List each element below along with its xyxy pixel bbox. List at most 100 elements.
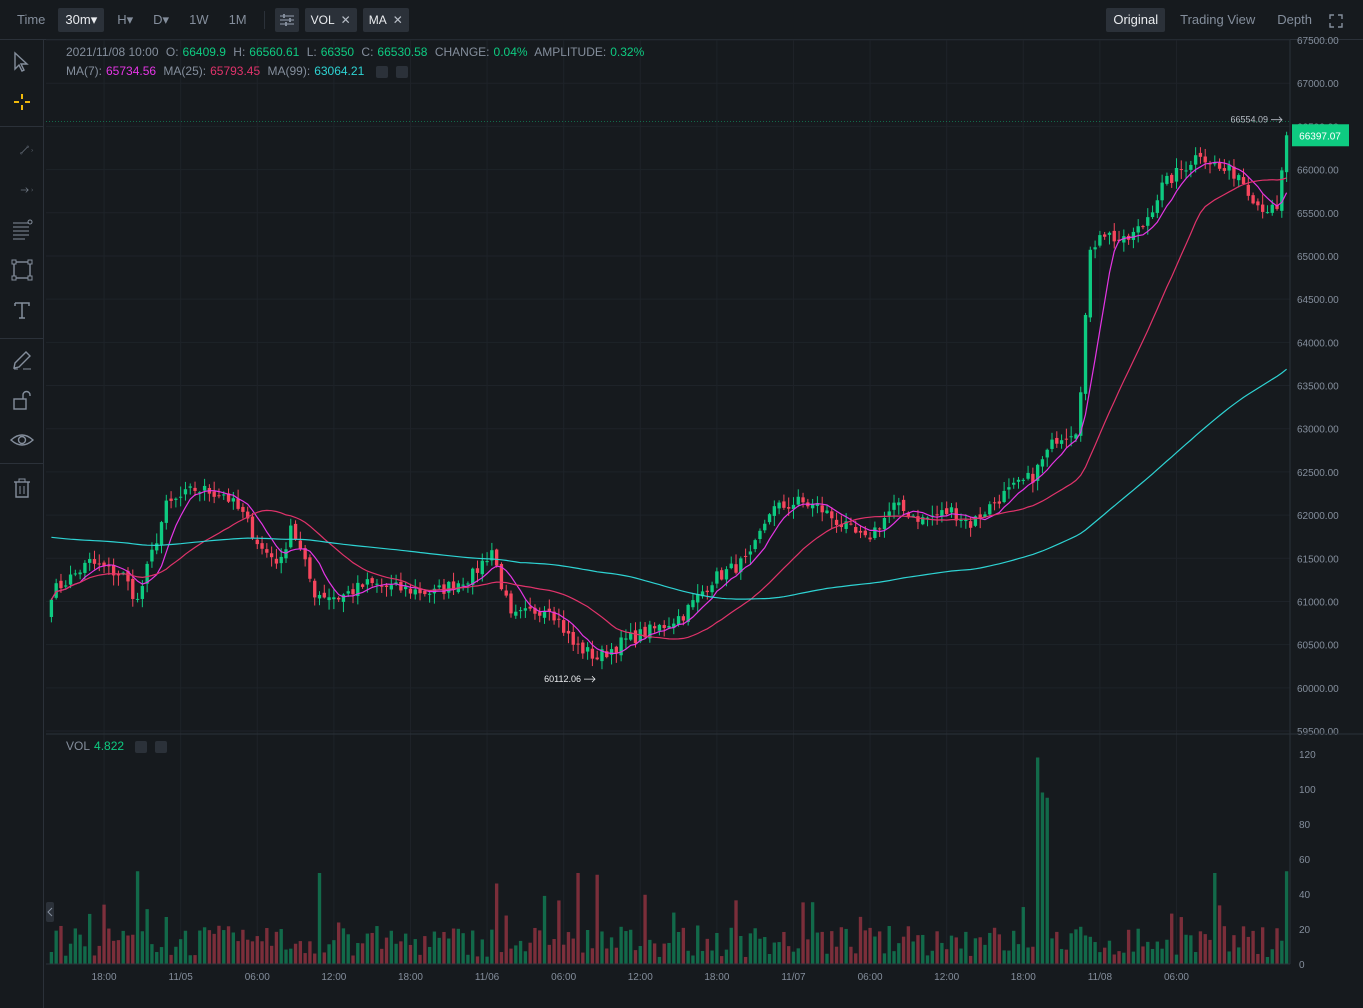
vol-indicator-chip[interactable]: VOL ✕ xyxy=(304,8,357,32)
volume-bar xyxy=(528,942,532,964)
volume-bar xyxy=(380,948,384,964)
x-tick-label: 06:00 xyxy=(858,972,883,983)
ma99-line xyxy=(51,368,1287,600)
ma25-line xyxy=(50,177,1287,640)
candle-body xyxy=(662,625,666,628)
candle-body xyxy=(1251,195,1255,204)
volume-bar xyxy=(619,926,623,964)
candle-body xyxy=(293,523,298,540)
volume-bar xyxy=(810,902,815,964)
volume-bar xyxy=(131,934,135,964)
delete-drawings-button[interactable] xyxy=(10,476,34,500)
candle-body xyxy=(772,506,777,516)
candle-body xyxy=(336,597,341,600)
settings-icon[interactable] xyxy=(395,65,408,78)
candle-body xyxy=(509,593,513,614)
volume-bar xyxy=(78,934,82,964)
volume-bar xyxy=(782,931,786,964)
candle-body xyxy=(696,594,700,603)
candle-body xyxy=(1069,436,1073,438)
volume-bar xyxy=(1031,946,1035,964)
candle-body xyxy=(413,589,417,595)
volume-bar xyxy=(686,950,690,964)
interval-week[interactable]: 1W xyxy=(189,12,209,27)
ma-legend: MA(7): 65734.56 MA(25): 65793.45 MA(99): 63… xyxy=(66,64,412,78)
candle-body xyxy=(1232,166,1236,179)
view-depth[interactable]: Depth xyxy=(1277,12,1312,27)
volume-bar xyxy=(724,949,729,964)
trend-line-tool[interactable] xyxy=(10,138,34,162)
candle-body xyxy=(983,514,987,518)
fib-tool[interactable] xyxy=(10,218,34,242)
volume-bar xyxy=(1179,917,1183,964)
settings-icon[interactable] xyxy=(155,740,168,753)
y-tick-label: 60000.00 xyxy=(1297,684,1339,695)
volume-bar xyxy=(834,946,839,964)
close-icon[interactable]: ✕ xyxy=(392,13,403,27)
candle-body xyxy=(212,491,216,497)
arrow-icon xyxy=(584,675,596,683)
legend-amplitude-label: AMPLITUDE: xyxy=(534,45,607,59)
pencil-tool[interactable] xyxy=(10,348,34,372)
eye-icon[interactable] xyxy=(375,65,388,78)
fullscreen-button[interactable] xyxy=(1327,8,1345,32)
candle-body xyxy=(389,585,393,590)
indicator-settings-button[interactable] xyxy=(274,8,299,32)
ma-chip-label: MA xyxy=(368,13,387,27)
crosshair-tool[interactable] xyxy=(10,90,34,114)
volume-bar xyxy=(466,954,470,964)
candle-body xyxy=(174,498,178,500)
candle-body xyxy=(1074,434,1078,439)
legend-close-label: C: xyxy=(361,45,374,59)
candle-body xyxy=(356,582,360,597)
interval-month[interactable]: 1M xyxy=(228,12,247,27)
candle-body xyxy=(1275,205,1279,209)
ma7-label: MA(7): xyxy=(66,64,102,78)
ma-indicator-chip[interactable]: MA ✕ xyxy=(362,8,409,32)
volume-bar xyxy=(877,931,882,964)
eye-icon[interactable] xyxy=(135,740,148,753)
candle-body xyxy=(739,558,743,573)
interval-30m[interactable]: 30m▾ xyxy=(58,8,105,32)
candle-body xyxy=(629,632,633,640)
candle-body xyxy=(236,498,240,509)
close-icon[interactable]: ✕ xyxy=(340,13,351,27)
arrow-tool[interactable] xyxy=(10,178,34,202)
y-tick-label: 63000.00 xyxy=(1297,425,1339,436)
candle-body xyxy=(863,530,867,536)
candle-body xyxy=(949,507,954,513)
visibility-tool[interactable] xyxy=(10,428,34,452)
volume-bar xyxy=(279,929,283,964)
candle-body xyxy=(834,519,839,525)
candle-body xyxy=(959,520,963,522)
text-tool[interactable] xyxy=(10,298,34,322)
volume-bar xyxy=(858,916,863,964)
candle-body xyxy=(791,504,796,510)
candle-body xyxy=(49,599,54,617)
volume-bar xyxy=(202,927,207,964)
volume-bar xyxy=(289,948,293,964)
view-trading-view[interactable]: Trading View xyxy=(1180,12,1256,27)
volume-bar xyxy=(1141,946,1145,964)
cursor-tool[interactable] xyxy=(10,50,34,74)
interval-hour[interactable]: H▾ xyxy=(117,12,134,27)
legend-high-label: H: xyxy=(233,45,246,59)
candle-body xyxy=(691,600,695,608)
volume-bar xyxy=(729,927,733,964)
view-original[interactable]: Original xyxy=(1106,8,1166,32)
interval-day[interactable]: D▾ xyxy=(153,12,170,27)
volume-bar xyxy=(552,939,556,964)
volume-bar xyxy=(930,950,934,964)
candle-body xyxy=(231,498,235,502)
lock-tool[interactable] xyxy=(10,388,34,412)
candle-body xyxy=(116,574,121,576)
rectangle-tool[interactable] xyxy=(10,258,34,282)
vol-tick-label: 40 xyxy=(1299,890,1311,901)
candle-body xyxy=(1227,164,1231,171)
candle-body xyxy=(1174,168,1179,182)
candle-body xyxy=(676,616,681,625)
candle-body xyxy=(887,511,891,516)
volume-bar xyxy=(1246,936,1250,964)
candle-body xyxy=(1241,177,1246,185)
